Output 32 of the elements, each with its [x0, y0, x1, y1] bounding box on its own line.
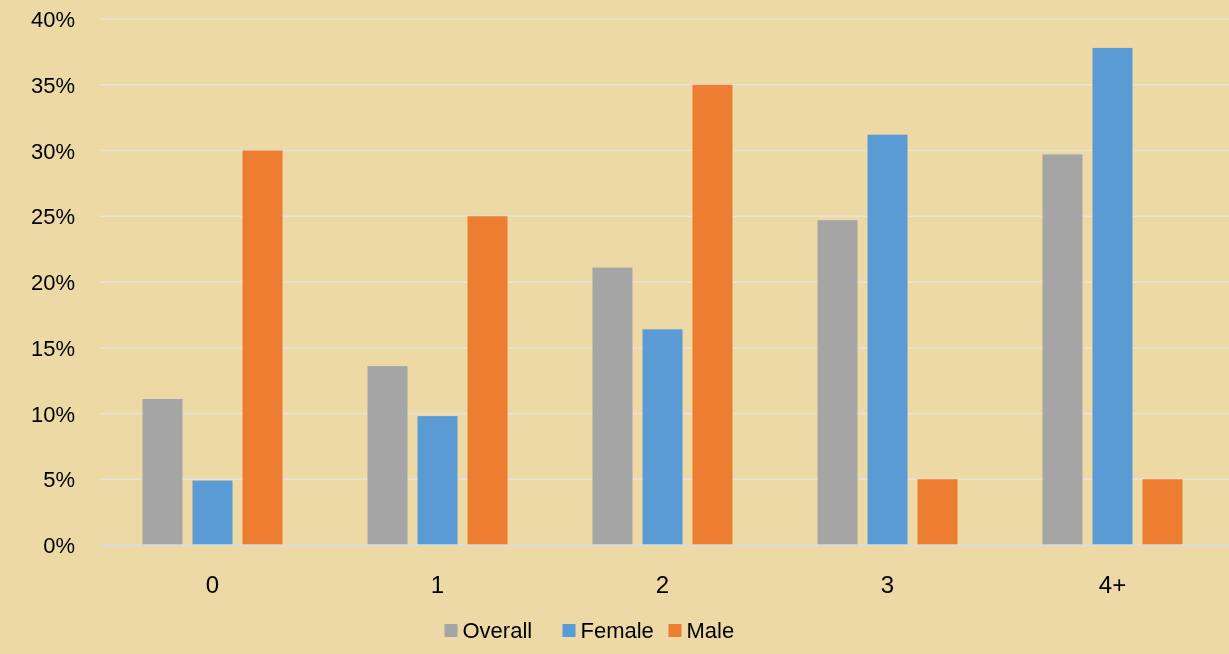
x-tick-label: 2 — [655, 571, 670, 598]
y-tick-label: 35% — [30, 72, 75, 98]
y-tick-label: 20% — [30, 270, 75, 295]
bar — [367, 366, 408, 545]
bar — [917, 479, 958, 545]
x-tick-label: 3 — [880, 571, 895, 598]
bar — [192, 480, 233, 545]
y-tick-label: 0% — [43, 533, 75, 558]
y-tick-label: 25% — [30, 204, 75, 230]
bar — [467, 216, 508, 545]
legend-label: Male — [686, 618, 735, 643]
bar — [1042, 154, 1083, 545]
y-tick-label: 30% — [30, 138, 75, 164]
legend-label: Female — [580, 618, 654, 643]
bar — [867, 134, 908, 545]
bar — [1092, 47, 1133, 545]
x-tick-label: 1 — [430, 571, 445, 598]
legend-label: Overall — [462, 618, 533, 643]
bar — [1142, 479, 1183, 545]
bar — [592, 267, 633, 545]
bar — [692, 84, 733, 545]
bar — [817, 220, 858, 545]
bar — [642, 329, 683, 545]
bar — [417, 416, 458, 545]
y-tick-label: 5% — [43, 467, 75, 493]
y-tick-label: 10% — [30, 401, 75, 427]
x-tick-label: 0 — [205, 571, 220, 598]
x-tick-label: 4+ — [1098, 571, 1127, 598]
bar — [142, 399, 183, 545]
y-tick-label: 40% — [30, 7, 75, 32]
bar — [242, 150, 283, 545]
y-tick-label: 15% — [30, 335, 75, 361]
